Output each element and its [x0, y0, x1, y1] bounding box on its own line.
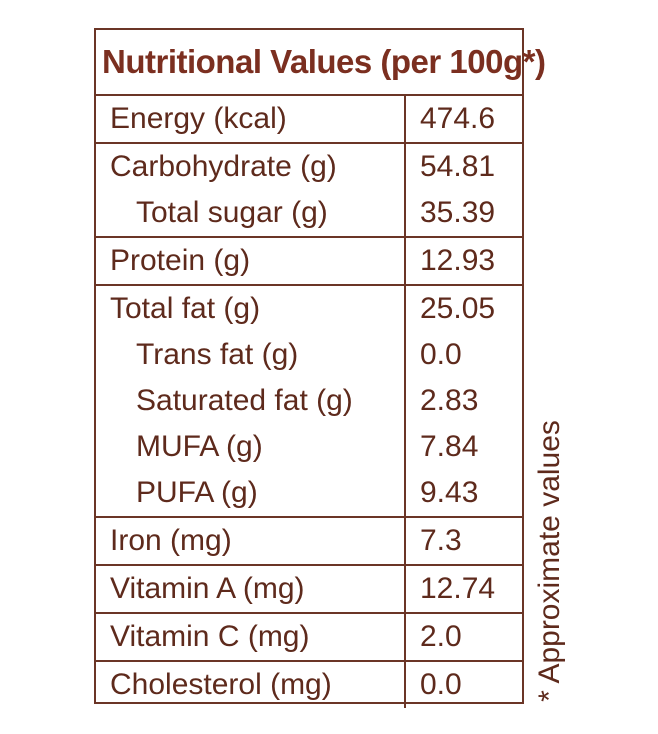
- table-group-protein: Protein (g) 12.93: [96, 238, 522, 286]
- nutrient-value: 25.05: [420, 292, 496, 325]
- nutrient-value: 2.83: [420, 384, 479, 417]
- nutrient-value: 54.81: [420, 150, 496, 183]
- nutrient-names-column: Total fat (g) Trans fat (g) Saturated fa…: [96, 286, 406, 516]
- nutrient-value: 7.84: [420, 430, 479, 463]
- nutrient-value: 2.0: [420, 620, 462, 653]
- nutrient-sub-label: Saturated fat (g): [136, 384, 353, 417]
- nutrient-value: 474.6: [420, 102, 496, 135]
- nutrient-sub-label: Total sugar (g): [136, 196, 328, 229]
- nutrient-label: Vitamin A (mg): [110, 572, 305, 605]
- nutrient-label: Vitamin C (mg): [110, 620, 310, 653]
- nutrient-names-column: Iron (mg): [96, 518, 406, 564]
- nutrient-names-column: Energy (kcal): [96, 96, 406, 142]
- nutrient-value: 35.39: [420, 196, 496, 229]
- nutrient-values-column: 7.3: [406, 518, 522, 564]
- nutrient-values-column: 54.81 35.39: [406, 144, 522, 236]
- nutrient-values-column: 25.05 0.0 2.83 7.84 9.43: [406, 286, 522, 516]
- nutrient-values-column: 12.93: [406, 238, 522, 284]
- table-group-energy: Energy (kcal) 474.6: [96, 96, 522, 144]
- nutrient-value: 12.93: [420, 244, 496, 277]
- approximate-values-footnote: * Approximate values: [530, 418, 570, 704]
- table-group-fat: Total fat (g) Trans fat (g) Saturated fa…: [96, 286, 522, 518]
- nutrient-value: 9.43: [420, 476, 479, 509]
- nutrient-names-column: Carbohydrate (g) Total sugar (g): [96, 144, 406, 236]
- nutrient-label: Cholesterol (mg): [110, 668, 332, 701]
- footnote-text: * Approximate values: [533, 420, 567, 702]
- nutrient-sub-label: MUFA (g): [136, 430, 263, 463]
- nutrient-sub-label: Trans fat (g): [136, 338, 299, 371]
- nutrient-values-column: 474.6: [406, 96, 522, 142]
- nutrient-value: 7.3: [420, 524, 462, 557]
- nutrient-values-column: 2.0: [406, 614, 522, 660]
- nutrient-label: Carbohydrate (g): [110, 150, 337, 183]
- table-group-carbohydrate: Carbohydrate (g) Total sugar (g) 54.81 3…: [96, 144, 522, 238]
- nutrient-names-column: Cholesterol (mg): [96, 662, 406, 708]
- nutrient-names-column: Vitamin C (mg): [96, 614, 406, 660]
- nutrient-label: Iron (mg): [110, 524, 232, 557]
- nutrient-value: 0.0: [420, 338, 462, 371]
- nutrient-label: Total fat (g): [110, 292, 261, 325]
- table-title: Nutritional Values (per 100g*): [96, 30, 546, 96]
- nutrient-sub-label: PUFA (g): [136, 476, 258, 509]
- nutrient-label: Energy (kcal): [110, 102, 287, 135]
- nutrient-value: 0.0: [420, 668, 462, 701]
- table-group-iron: Iron (mg) 7.3: [96, 518, 522, 566]
- nutrient-values-column: 0.0: [406, 662, 522, 708]
- table-group-vitamin-a: Vitamin A (mg) 12.74: [96, 566, 522, 614]
- nutrient-values-column: 12.74: [406, 566, 522, 612]
- table-group-cholesterol: Cholesterol (mg) 0.0: [96, 662, 522, 708]
- table-group-vitamin-c: Vitamin C (mg) 2.0: [96, 614, 522, 662]
- nutrient-label: Protein (g): [110, 244, 251, 277]
- nutrient-names-column: Vitamin A (mg): [96, 566, 406, 612]
- nutrient-names-column: Protein (g): [96, 238, 406, 284]
- nutrition-table: Nutritional Values (per 100g*) Energy (k…: [94, 28, 546, 708]
- nutrient-value: 12.74: [420, 572, 496, 605]
